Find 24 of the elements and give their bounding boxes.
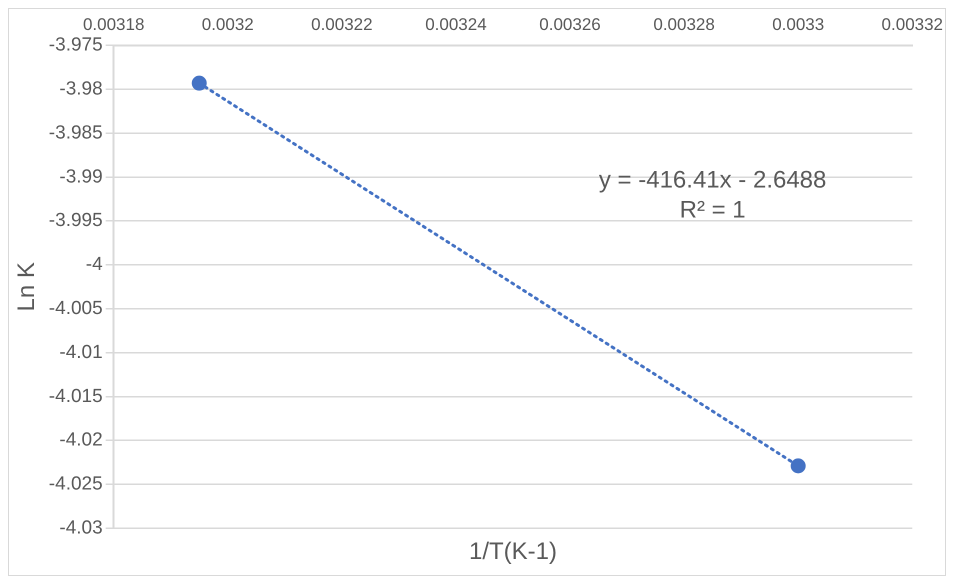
annotation: y = -416.41x - 2.6488 [598,166,826,194]
y-tick-label: -4.005 [48,298,103,319]
y-tick-label: -3.985 [48,122,103,144]
x-tick-label: 0.0033 [772,14,824,34]
x-tick-label: 0.00322 [311,14,373,34]
y-tick-label: -4.015 [48,386,103,407]
y-tick-label: -3.99 [59,166,103,188]
x-tick-label: 0.00326 [539,14,601,34]
y-tick-label: -4.025 [48,474,103,495]
annotation: R² = 1 [680,196,746,224]
y-tick-label: -4.03 [59,517,103,538]
x-tick-label: 0.00324 [425,14,487,34]
x-tick-label: 0.00328 [653,14,715,34]
x-tick-label: 0.00318 [82,14,144,34]
x-tick-label: 0.0032 [202,14,254,34]
y-tick-label: -4.01 [59,342,103,363]
y-tick-label: -4 [86,254,104,276]
y-tick-label: -4.02 [59,430,103,451]
x-axis-title: 1/T(K-1) [468,538,557,566]
y-tick-label: -3.975 [48,34,103,56]
x-tick-label: 0.00332 [882,14,943,34]
y-tick-label: -3.98 [59,78,103,100]
y-tick-label: -3.995 [48,210,103,232]
y-axis-title: Ln K [13,262,40,312]
